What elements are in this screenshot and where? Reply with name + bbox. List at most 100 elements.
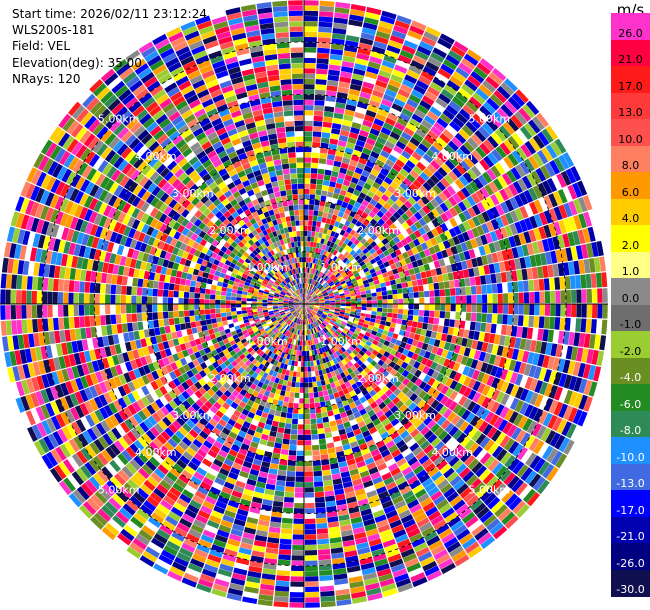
velocity-gate: [564, 317, 571, 331]
velocity-gate: [528, 279, 534, 292]
velocity-gate: [419, 297, 425, 304]
velocity-gate: [443, 84, 458, 96]
velocity-gate: [409, 169, 420, 179]
velocity-gate: [314, 481, 324, 487]
velocity-gate: [479, 436, 491, 449]
velocity-gate: [499, 159, 510, 172]
velocity-gate: [524, 390, 534, 404]
velocity-gate: [291, 560, 304, 566]
velocity-gate: [497, 304, 503, 314]
velocity-gate: [363, 182, 372, 191]
velocity-gate: [401, 369, 410, 378]
velocity-gate: [558, 403, 568, 418]
velocity-gate: [381, 59, 395, 69]
velocity-gate: [331, 276, 337, 281]
velocity-gate: [575, 347, 584, 362]
velocity-gate: [350, 154, 360, 162]
velocity-gate: [323, 206, 330, 213]
velocity-gate: [341, 242, 347, 249]
velocity-gate: [284, 428, 291, 435]
velocity-gate: [313, 210, 319, 216]
velocity-gate: [345, 191, 353, 199]
velocity-gate: [435, 363, 443, 373]
velocity-gate: [491, 445, 504, 459]
velocity-gate: [364, 142, 374, 151]
velocity-gate: [533, 199, 544, 213]
velocity-gate: [422, 205, 431, 215]
velocity-gate: [441, 349, 449, 358]
velocity-gate: [376, 74, 390, 84]
velocity-gate: [369, 56, 383, 65]
velocity-gate: [345, 304, 351, 307]
velocity-gate: [449, 319, 455, 328]
velocity-gate: [422, 393, 432, 403]
velocity-gate: [346, 247, 353, 254]
velocity-gate: [432, 324, 439, 332]
velocity-gate: [532, 134, 545, 149]
velocity-gate: [322, 313, 328, 317]
velocity-gate: [583, 396, 593, 412]
velocity-gate: [461, 304, 467, 312]
velocity-gate: [311, 434, 319, 440]
velocity-gate: [393, 176, 403, 186]
velocity-gate: [402, 348, 410, 356]
velocity-gate: [319, 307, 325, 310]
velocity-gate: [332, 287, 338, 292]
velocity-gate: [320, 590, 335, 597]
velocity-gate: [443, 257, 451, 266]
velocity-gate: [336, 259, 343, 265]
velocity-gate: [372, 304, 378, 308]
velocity-gate: [318, 243, 324, 250]
velocity-gate: [332, 316, 338, 321]
velocity-gate: [538, 367, 547, 381]
velocity-gate: [311, 429, 318, 435]
velocity-gate: [449, 288, 456, 296]
velocity-gate: [411, 280, 418, 287]
velocity-gate: [376, 295, 383, 300]
velocity-gate: [293, 518, 304, 524]
velocity-gate: [402, 314, 408, 320]
velocity-gate: [299, 345, 302, 351]
velocity-gate: [311, 444, 320, 451]
velocity-gate: [329, 306, 336, 309]
velocity-gate: [312, 141, 321, 148]
velocity-gate: [325, 432, 333, 439]
velocity-gate: [300, 377, 304, 383]
velocity-gate: [457, 328, 465, 338]
velocity-gate: [480, 234, 488, 245]
velocity-gate: [331, 285, 337, 290]
velocity-gate: [478, 84, 493, 97]
velocity-gate: [288, 402, 294, 408]
velocity-gate: [340, 323, 346, 328]
velocity-gate: [311, 147, 320, 153]
velocity-gate: [324, 284, 330, 289]
velocity-gate: [455, 112, 468, 125]
velocity-gate: [319, 278, 324, 284]
velocity-gate: [435, 215, 445, 225]
velocity-gate: [311, 293, 316, 298]
velocity-gate: [529, 392, 539, 406]
velocity-gate: [383, 176, 393, 185]
velocity-gate: [338, 194, 345, 202]
velocity-gate: [490, 165, 502, 178]
velocity-gate: [339, 269, 345, 275]
velocity-gate: [398, 136, 409, 146]
velocity-gate: [413, 266, 421, 274]
velocity-gate: [291, 550, 304, 556]
velocity-gate: [533, 458, 546, 473]
velocity-gate: [320, 279, 325, 285]
velocity-gate: [491, 283, 498, 294]
velocity-gate: [316, 221, 322, 228]
velocity-gate: [475, 162, 486, 174]
velocity-gate: [403, 298, 409, 304]
velocity-gate: [456, 190, 467, 201]
velocity-gate: [442, 129, 454, 140]
velocity-gate: [319, 200, 326, 207]
velocity-gate: [385, 365, 393, 373]
velocity-gate: [385, 158, 395, 168]
velocity-gate: [356, 278, 363, 284]
velocity-gate: [296, 371, 301, 378]
velocity-gate: [562, 262, 570, 276]
velocity-gate: [587, 226, 596, 242]
velocity-gate: [344, 325, 351, 330]
